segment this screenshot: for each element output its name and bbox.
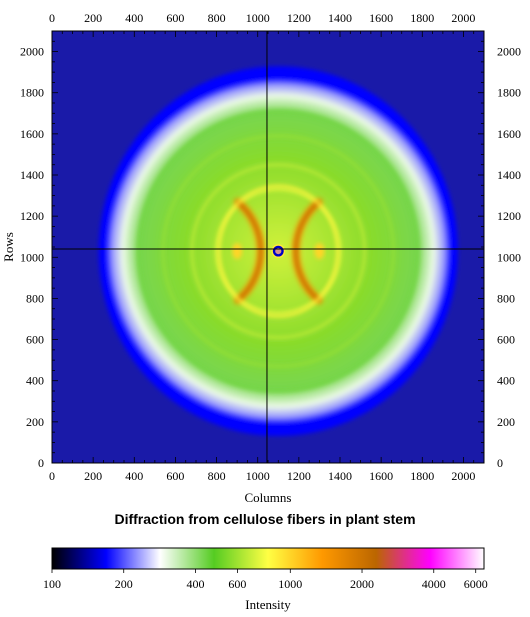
- x-axis-label: Columns: [245, 490, 292, 505]
- x-tick-label-bottom: 1200: [287, 469, 311, 483]
- y-tick-label-right: 800: [497, 291, 515, 305]
- x-tick-label-bottom: 1600: [369, 469, 393, 483]
- inner-loop: [217, 184, 340, 318]
- equatorial-arc-core-right: [294, 200, 321, 302]
- x-tick-label-bottom: 2000: [451, 469, 475, 483]
- x-tick-label-top: 2000: [451, 11, 475, 25]
- chart-title: Diffraction from cellulose fibers in pla…: [114, 511, 416, 527]
- y-tick-label-right: 1000: [497, 250, 521, 264]
- y-tick-label-right: 1800: [497, 86, 521, 100]
- x-tick-label-bottom: 400: [125, 469, 143, 483]
- x-tick-label-bottom: 1800: [410, 469, 434, 483]
- x-tick-label-bottom: 1400: [328, 469, 352, 483]
- equatorial-spot-left: [232, 243, 243, 260]
- x-tick-label-top: 0: [49, 11, 55, 25]
- y-tick-label-right: 2000: [497, 45, 521, 59]
- colorbar-tick-label: 4000: [422, 577, 446, 591]
- y-tick-label-left: 1000: [20, 250, 44, 264]
- y-tick-label-left: 1600: [20, 127, 44, 141]
- colorbar-tick-label: 400: [186, 577, 204, 591]
- x-tick-label-bottom: 200: [84, 469, 102, 483]
- y-tick-label-right: 400: [497, 374, 515, 388]
- equatorial-spot-right: [314, 243, 325, 260]
- y-tick-label-right: 1200: [497, 209, 521, 223]
- x-tick-label-top: 1200: [287, 11, 311, 25]
- colorbar-tick-label: 100: [43, 577, 61, 591]
- y-tick-label-left: 2000: [20, 45, 44, 59]
- y-tick-label-left: 600: [26, 333, 44, 347]
- colorbar-tick-label: 1000: [278, 577, 302, 591]
- y-tick-label-right: 1400: [497, 168, 521, 182]
- y-tick-label-left: 1200: [20, 209, 44, 223]
- diffraction-ring-2: [161, 134, 395, 368]
- x-tick-label-top: 1000: [246, 11, 270, 25]
- x-tick-label-bottom: 800: [208, 469, 226, 483]
- equatorial-arc-core-left: [236, 200, 262, 302]
- y-tick-label-left: 0: [38, 456, 44, 470]
- colorbar-tick-label: 2000: [350, 577, 374, 591]
- x-tick-label-top: 1600: [369, 11, 393, 25]
- x-tick-label-top: 400: [125, 11, 143, 25]
- colorbar-tick-label: 6000: [464, 577, 488, 591]
- y-axis-label: Rows: [1, 232, 16, 262]
- y-tick-label-right: 1600: [497, 127, 521, 141]
- x-tick-label-bottom: 600: [166, 469, 184, 483]
- x-tick-label-top: 1800: [410, 11, 434, 25]
- y-tick-label-left: 1800: [20, 86, 44, 100]
- colorbar-ticks: 100 200 400 600 1000 2000 4000 6000: [43, 569, 488, 591]
- y-tick-label-right: 200: [497, 415, 515, 429]
- y-tick-label-right: 600: [497, 333, 515, 347]
- axis-ticks: 0020020040040060060080080010001000120012…: [20, 11, 521, 483]
- y-tick-label-left: 800: [26, 291, 44, 305]
- x-tick-label-top: 800: [208, 11, 226, 25]
- colorbar-tick-label: 200: [115, 577, 133, 591]
- beamstop-center: [275, 248, 282, 255]
- diffraction-image: [98, 66, 458, 437]
- x-tick-label-top: 600: [166, 11, 184, 25]
- x-tick-label-top: 1400: [328, 11, 352, 25]
- y-tick-label-left: 200: [26, 415, 44, 429]
- diffraction-ring-1: [137, 110, 420, 393]
- x-tick-label-bottom: 1000: [246, 469, 270, 483]
- x-tick-label-top: 200: [84, 11, 102, 25]
- y-tick-label-right: 0: [497, 456, 503, 470]
- diffraction-ring-3: [190, 163, 366, 339]
- diffraction-ring-4: [215, 188, 342, 314]
- y-tick-label-left: 400: [26, 374, 44, 388]
- colorbar-tick-label: 600: [228, 577, 246, 591]
- colorbar: [51, 547, 485, 570]
- x-tick-label-bottom: 0: [49, 469, 55, 483]
- y-tick-label-left: 1400: [20, 168, 44, 182]
- colorbar-label: Intensity: [245, 597, 291, 612]
- crosshair: [52, 31, 484, 463]
